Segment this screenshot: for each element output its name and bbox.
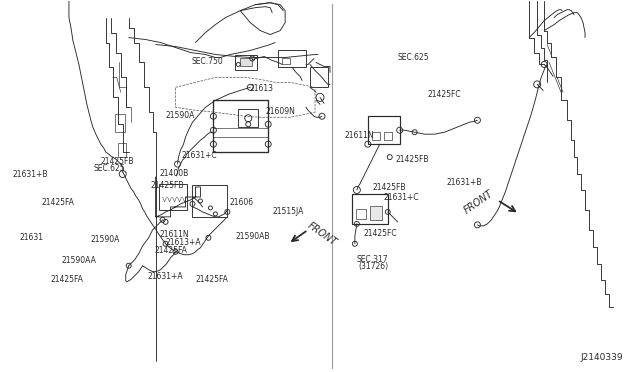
Text: 21425FA: 21425FA: [51, 275, 84, 284]
Text: 21613: 21613: [250, 84, 274, 93]
Bar: [352, 194, 388, 224]
Text: 21425FA: 21425FA: [154, 246, 187, 255]
Text: 21631+C: 21631+C: [182, 151, 217, 160]
Text: 21613+A: 21613+A: [166, 238, 202, 247]
Bar: [238, 109, 258, 127]
Bar: [368, 116, 400, 144]
Text: 21590A: 21590A: [166, 111, 195, 120]
Text: 21425FB: 21425FB: [372, 183, 406, 192]
Text: 21590AB: 21590AB: [236, 231, 270, 241]
Bar: [240, 58, 252, 67]
Text: SEC.750: SEC.750: [191, 57, 223, 66]
Text: 21425FB: 21425FB: [396, 155, 429, 164]
Bar: [370, 206, 382, 220]
Text: SEC.625: SEC.625: [398, 52, 429, 61]
Text: 21631+C: 21631+C: [384, 193, 419, 202]
Bar: [282, 58, 290, 64]
Text: 21606: 21606: [230, 198, 253, 207]
Bar: [278, 49, 306, 67]
Text: 21631+B: 21631+B: [13, 170, 48, 179]
Text: 21425FA: 21425FA: [42, 198, 74, 207]
Text: 21631+A: 21631+A: [148, 272, 184, 281]
Bar: [118, 143, 125, 157]
Text: 21631+B: 21631+B: [446, 178, 482, 187]
Bar: [213, 100, 268, 152]
Text: 21425FA: 21425FA: [196, 275, 228, 284]
Text: 21425FC: 21425FC: [427, 90, 461, 99]
Text: 21611N: 21611N: [159, 230, 189, 240]
Bar: [159, 184, 186, 210]
Text: 21590A: 21590A: [90, 235, 120, 244]
Text: 21611N: 21611N: [344, 131, 374, 141]
Text: 21609N: 21609N: [266, 108, 296, 116]
Bar: [115, 114, 125, 132]
Bar: [384, 132, 392, 140]
Bar: [372, 132, 380, 140]
Text: 21425FC: 21425FC: [364, 229, 397, 238]
Bar: [310, 67, 328, 87]
Bar: [193, 185, 227, 217]
Text: SEC.317: SEC.317: [357, 255, 388, 264]
Text: (31726): (31726): [358, 262, 388, 271]
Bar: [236, 55, 257, 70]
Text: 21515JA: 21515JA: [272, 208, 303, 217]
Bar: [356, 209, 366, 219]
Text: 21425FB: 21425FB: [100, 157, 134, 166]
Text: FRONT: FRONT: [306, 220, 339, 247]
Text: SEC.625: SEC.625: [93, 164, 125, 173]
Text: 21425FB: 21425FB: [150, 182, 184, 190]
Text: 21631: 21631: [19, 232, 43, 242]
Text: 21590AA: 21590AA: [62, 256, 97, 264]
Text: 21400B: 21400B: [159, 169, 189, 178]
Text: FRONT: FRONT: [462, 188, 495, 215]
Text: J2140339: J2140339: [580, 353, 623, 362]
